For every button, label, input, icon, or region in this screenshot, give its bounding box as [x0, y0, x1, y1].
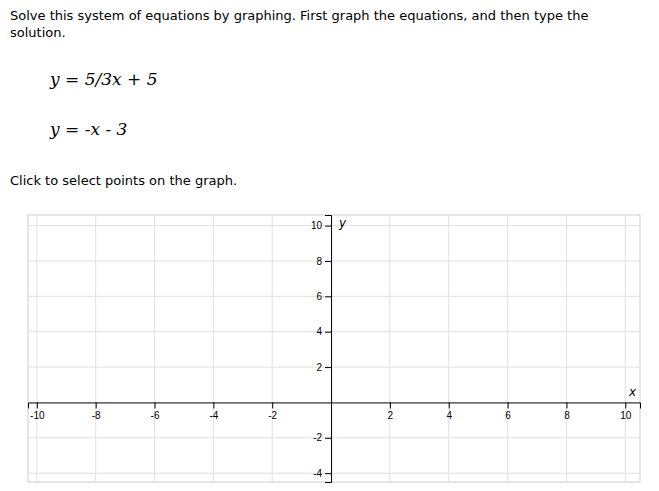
grid-line-y [28, 296, 640, 297]
y-tick-label: -2 [313, 432, 322, 443]
y-tick: -4 [313, 468, 331, 479]
grid-line-x [213, 215, 214, 482]
x-tick-label: 8 [564, 410, 570, 421]
y-tick-label: 10 [311, 220, 323, 231]
grid-line-x [272, 215, 273, 482]
y-tick: 10 [311, 220, 331, 231]
x-tick-mark [272, 402, 273, 408]
title-line: Solve this system of equations by graphi… [10, 8, 588, 23]
y-tick-label: 2 [316, 362, 322, 373]
y-axis: -4 -2 2 4 6 8 10 [311, 216, 332, 483]
grid-line-x [389, 215, 390, 482]
x-tick-label: -8 [92, 410, 101, 421]
y-tick: 6 [316, 291, 331, 302]
equation: y = 5/3x + 5 [49, 69, 157, 89]
x-tick-mark [566, 402, 567, 408]
grid-line-x [154, 215, 155, 482]
x-tick: -8 [92, 402, 101, 420]
x-tick: 10 [620, 402, 632, 420]
grid-line-y [28, 367, 640, 368]
y-tick: 4 [316, 326, 331, 337]
instruction: Click to select points on the graph. [10, 173, 237, 188]
y-tick-label: 4 [316, 326, 322, 337]
x-tick: -6 [151, 402, 160, 420]
chart: Solve this system of equations by graphi… [0, 0, 659, 491]
plot-area [28, 215, 640, 482]
x-axis-label: x [628, 385, 637, 399]
x-tick-mark [508, 402, 509, 408]
y-tick-mark [325, 367, 331, 368]
x-tick-mark [37, 402, 38, 408]
y-tick-mark [325, 473, 331, 474]
x-tick: -4 [209, 402, 218, 420]
grid-line-y [28, 473, 640, 474]
x-tick: 8 [564, 402, 570, 420]
y-axis-label: y [338, 216, 347, 230]
grid-line-y [28, 437, 640, 438]
grid-line-y [28, 260, 640, 261]
y-tick-mark [325, 438, 331, 439]
y-tick: 2 [316, 362, 331, 373]
x-tick-label: -6 [151, 410, 160, 421]
y-tick-mark [325, 226, 331, 227]
x-tick-label: 4 [446, 410, 452, 421]
x-axis: -10 -8 -6 -4 -2 2 4 6 8 10 [29, 402, 641, 420]
grid-line-x [566, 215, 567, 482]
x-tick-label: -2 [268, 410, 277, 421]
x-tick: -10 [30, 402, 45, 420]
title: Solve this system of equations by graphi… [10, 8, 588, 40]
x-tick: -2 [268, 402, 277, 420]
x-tick-label: -10 [30, 410, 45, 421]
plot-frame [28, 215, 640, 482]
y-axis-line [325, 216, 332, 483]
x-tick-mark [449, 402, 450, 408]
x-tick-mark [213, 402, 214, 408]
grid-line-y [28, 331, 640, 332]
title-line: solution. [10, 25, 66, 40]
x-tick-label: 6 [505, 410, 511, 421]
grid-line-x [507, 215, 508, 482]
grid-line-x [448, 215, 449, 482]
x-tick-label: -4 [209, 410, 218, 421]
grid-line-y [28, 225, 640, 226]
x-tick: 4 [446, 402, 452, 420]
x-tick-label: 10 [620, 410, 632, 421]
y-tick: -2 [313, 432, 331, 443]
y-tick: 8 [316, 256, 331, 267]
x-tick-mark [625, 402, 626, 408]
y-tick-label: -4 [313, 468, 322, 479]
x-axis-line [29, 403, 641, 409]
y-tick-label: 6 [316, 291, 322, 302]
y-tick-mark [325, 332, 331, 333]
x-tick-mark [390, 402, 391, 408]
x-tick: 2 [388, 402, 394, 420]
x-tick-label: 2 [388, 410, 394, 421]
x-tick-mark [96, 402, 97, 408]
y-tick-mark [325, 296, 331, 297]
y-tick-label: 8 [316, 256, 322, 267]
grid-line-x [95, 215, 96, 482]
grid-line-x [625, 215, 626, 482]
equation: y = -x - 3 [49, 119, 127, 139]
x-tick-mark [155, 402, 156, 408]
grid-line-x [36, 215, 37, 482]
y-tick-mark [325, 261, 331, 262]
x-tick: 6 [505, 402, 511, 420]
